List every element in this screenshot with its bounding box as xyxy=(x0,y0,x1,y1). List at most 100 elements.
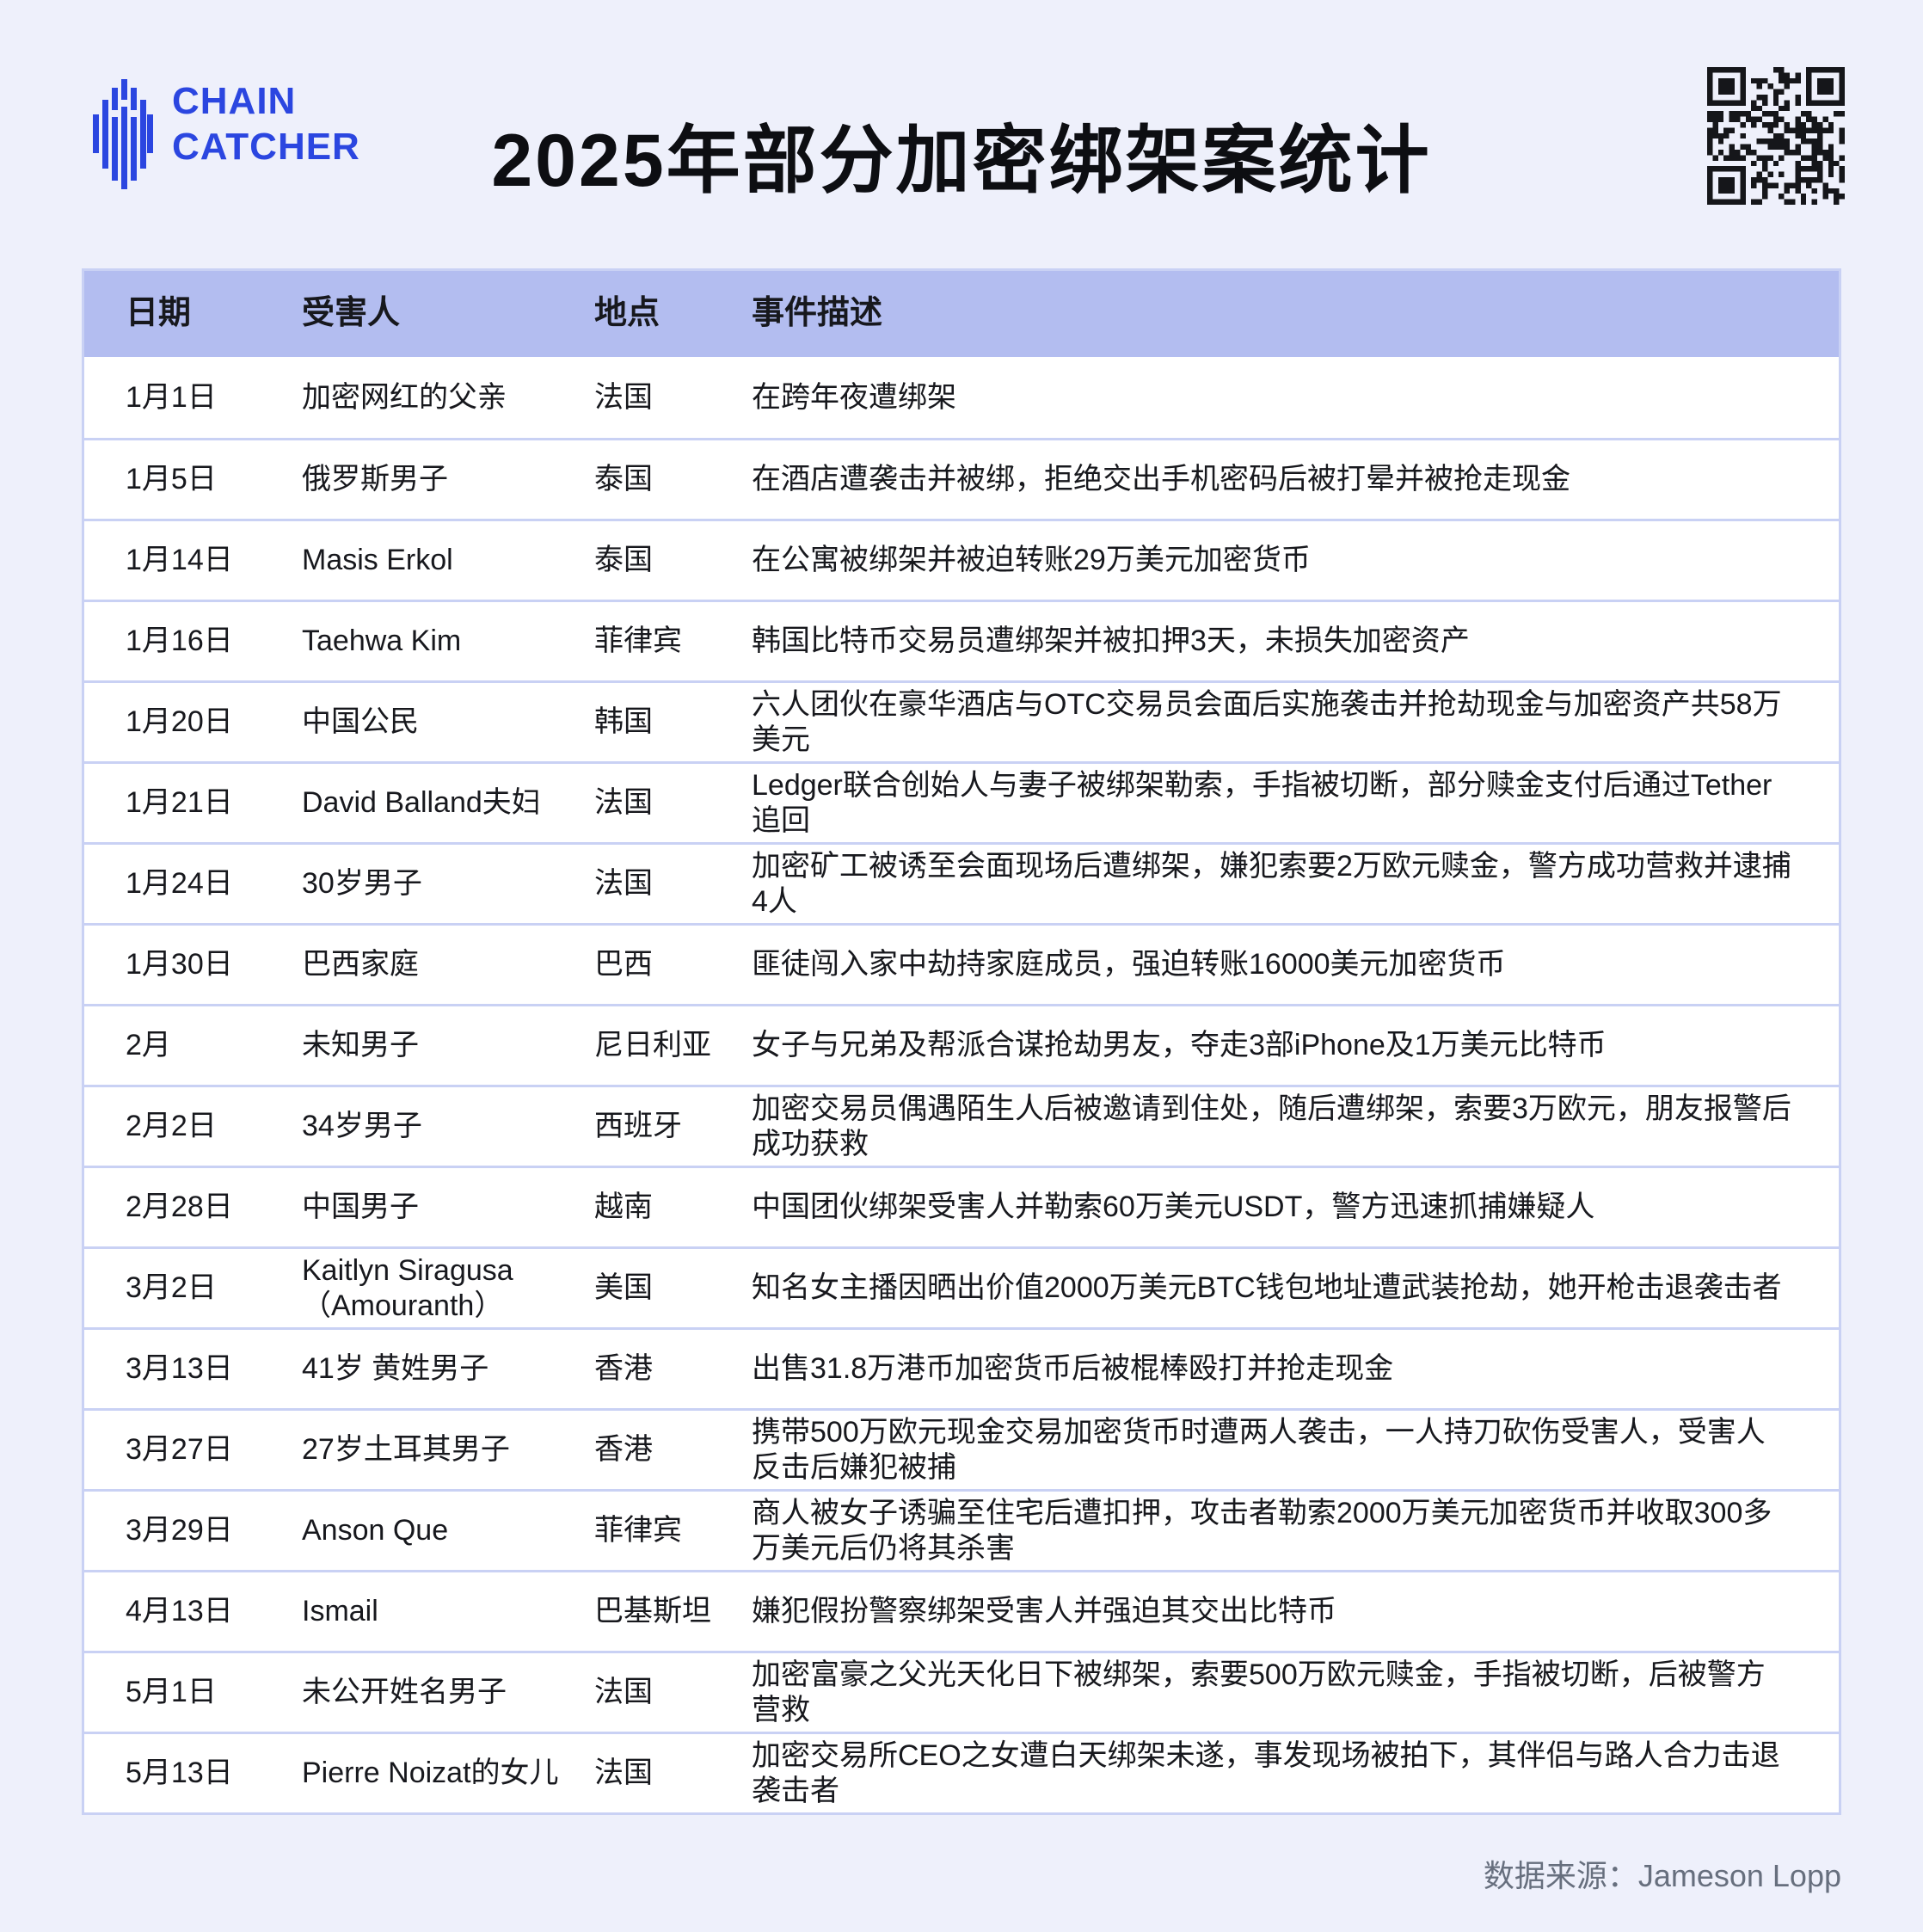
cell-date: 1月30日 xyxy=(126,948,233,981)
cell-victim: Kaitlyn Siragusa （Amouranth） xyxy=(302,1253,513,1322)
cell-date: 2月 xyxy=(126,1029,171,1062)
cell-victim: David Balland夫妇 xyxy=(302,786,541,820)
cell-location: 尼日利亚 xyxy=(594,1029,711,1062)
table-row: 1月24日 30岁男子 法国 加密矿工被诱至会面现场后遭绑架，嫌犯索要2万欧元赎金，警… xyxy=(84,842,1839,923)
cell-location: 法国 xyxy=(594,786,653,820)
cell-location: 法国 xyxy=(594,380,653,414)
cell-victim: Ismail xyxy=(302,1595,378,1628)
cell-location: 越南 xyxy=(594,1191,653,1224)
header-victim: 受害人 xyxy=(302,295,401,332)
cell-date: 5月1日 xyxy=(126,1676,217,1709)
cell-description: 六人团伙在豪华酒店与OTC交易员会面后实施袭击并抢劫现金与加密资产共58万美元 xyxy=(752,687,1782,756)
cell-location: 菲律宾 xyxy=(594,625,682,658)
table-row: 3月27日 27岁土耳其男子 香港 携带500万欧元现金交易加密货币时遭两人袭击，一人… xyxy=(84,1408,1839,1489)
header-description: 事件描述 xyxy=(752,295,883,332)
cell-victim: Taehwa Kim xyxy=(302,625,462,658)
cell-date: 1月16日 xyxy=(126,625,233,658)
cell-location: 巴基斯坦 xyxy=(594,1595,711,1628)
cell-victim: 中国公民 xyxy=(302,705,419,739)
cell-location: 泰国 xyxy=(594,544,653,577)
chaincatcher-logo: CHAIN CATCHER xyxy=(93,76,360,193)
cell-victim: 27岁土耳其男子 xyxy=(302,1433,510,1467)
table-row: 2月2日 34岁男子 西班牙 加密交易员偶遇陌生人后被邀请到住处，随后遭绑架，索要3万… xyxy=(84,1085,1839,1166)
cell-date: 1月1日 xyxy=(126,380,217,414)
chaincatcher-bars-icon xyxy=(93,76,153,193)
logo-line-1: CHAIN xyxy=(172,80,297,122)
cell-description: 出售31.8万港币加密货币后被棍棒殴打并抢走现金 xyxy=(752,1352,1394,1386)
cell-victim: 加密网红的父亲 xyxy=(302,380,507,414)
cell-location: 香港 xyxy=(594,1433,653,1467)
table-row: 5月1日 未公开姓名男子 法国 加密富豪之父光天化日下被绑架，索要500万欧元赎金，手… xyxy=(84,1651,1839,1732)
cell-description: 加密富豪之父光天化日下被绑架，索要500万欧元赎金，手指被切断，后被警方营救 xyxy=(752,1658,1766,1726)
cell-description: 在酒店遭袭击并被绑，拒绝交出手机密码后被打晕并被抢走现金 xyxy=(752,463,1570,496)
header-date: 日期 xyxy=(126,295,192,332)
cell-victim: 巴西家庭 xyxy=(302,948,419,981)
cell-description: 在公寓被绑架并被迫转账29万美元加密货币 xyxy=(752,544,1311,577)
cell-description: 加密交易所CEO之女遭白天绑架未遂，事发现场被拍下，其伴侣与路人合力击退袭击者 xyxy=(752,1738,1780,1807)
table-row: 1月16日 Taehwa Kim 菲律宾 韩国比特币交易员遭绑架并被扣押3天，未损失加… xyxy=(84,600,1839,680)
table-row: 1月5日 俄罗斯男子 泰国 在酒店遭袭击并被绑，拒绝交出手机密码后被打晕并被抢走现金 xyxy=(84,438,1839,519)
table-row: 1月20日 中国公民 韩国 六人团伙在豪华酒店与OTC交易员会面后实施袭击并抢劫现金与… xyxy=(84,680,1839,761)
table-row: 1月21日 David Balland夫妇 法国 Ledger联合创始人与妻子被绑架勒… xyxy=(84,761,1839,842)
table-row: 3月2日 Kaitlyn Siragusa （Amouranth） 美国 知名女主播因… xyxy=(84,1246,1839,1327)
cell-description: 女子与兄弟及帮派合谋抢劫男友，夺走3部iPhone及1万美元比特币 xyxy=(752,1029,1607,1062)
cell-victim: 34岁男子 xyxy=(302,1110,422,1143)
table-row: 5月13日 Pierre Noizat的女儿 法国 加密交易所CEO之女遭白天绑架未遂… xyxy=(84,1732,1839,1812)
table-row: 3月29日 Anson Que 菲律宾 商人被女子诱骗至住宅后遭扣押，攻击者勒索200… xyxy=(84,1489,1839,1570)
cell-description: 在跨年夜遭绑架 xyxy=(752,380,956,414)
cell-victim: Pierre Noizat的女儿 xyxy=(302,1757,559,1790)
logo-wordmark: CHAIN CATCHER xyxy=(172,79,360,170)
cell-victim: Anson Que xyxy=(302,1514,449,1547)
cell-description: 商人被女子诱骗至住宅后遭扣押，攻击者勒索2000万美元加密货币并收取300多万美… xyxy=(752,1496,1772,1565)
table-header-row: 日期 受害人 地点 事件描述 xyxy=(84,271,1839,357)
cell-description: 匪徒闯入家中劫持家庭成员，强迫转账16000美元加密货币 xyxy=(752,948,1506,981)
cell-description: 嫌犯假扮警察绑架受害人并强迫其交出比特币 xyxy=(752,1595,1336,1628)
cell-date: 2月2日 xyxy=(126,1110,217,1143)
cell-date: 1月20日 xyxy=(126,705,233,739)
cell-date: 2月28日 xyxy=(126,1191,233,1224)
cell-location: 美国 xyxy=(594,1271,653,1305)
cell-location: 香港 xyxy=(594,1352,653,1386)
cell-date: 3月27日 xyxy=(126,1433,233,1467)
page-title: 2025年部分加密绑架案统计 xyxy=(491,120,1432,202)
cell-description: 韩国比特币交易员遭绑架并被扣押3天，未损失加密资产 xyxy=(752,625,1470,658)
cell-location: 泰国 xyxy=(594,463,653,496)
cell-victim: 俄罗斯男子 xyxy=(302,463,448,496)
table-row: 2月 未知男子 尼日利亚 女子与兄弟及帮派合谋抢劫男友，夺走3部iPhone及1万美元… xyxy=(84,1004,1839,1085)
cell-location: 韩国 xyxy=(594,705,653,739)
table-row: 2月28日 中国男子 越南 中国团伙绑架受害人并勒索60万美元USDT，警方迅速抓捕嫌… xyxy=(84,1166,1839,1246)
cell-date: 1月21日 xyxy=(126,786,233,820)
logo-line-2: CATCHER xyxy=(172,125,360,168)
cell-description: 加密交易员偶遇陌生人后被邀请到住处，随后遭绑架，索要3万欧元，朋友报警后成功获救 xyxy=(752,1092,1791,1160)
cell-date: 3月2日 xyxy=(126,1271,217,1305)
header-location: 地点 xyxy=(594,295,660,332)
cell-description: 中国团伙绑架受害人并勒索60万美元USDT，警方迅速抓捕嫌疑人 xyxy=(752,1191,1595,1224)
data-source-note: 数据来源：Jameson Lopp xyxy=(1483,1858,1841,1893)
cell-date: 1月24日 xyxy=(126,867,233,901)
cell-victim: 未公开姓名男子 xyxy=(302,1676,507,1709)
cell-date: 1月5日 xyxy=(126,463,217,496)
cell-date: 5月13日 xyxy=(126,1757,233,1790)
cell-victim: 41岁 黄姓男子 xyxy=(302,1352,489,1386)
kidnapping-cases-table: 日期 受害人 地点 事件描述 1月1日 加密网红的父亲 法国 在跨年夜遭绑架 1月5日俄… xyxy=(82,268,1841,1815)
table-row: 1月30日 巴西家庭 巴西 匪徒闯入家中劫持家庭成员，强迫转账16000美元加密货币 xyxy=(84,923,1839,1004)
cell-date: 3月13日 xyxy=(126,1352,233,1386)
table-body: 1月1日 加密网红的父亲 法国 在跨年夜遭绑架 1月5日 俄罗斯男子 泰国 在酒店遭袭击并被绑… xyxy=(84,357,1839,1812)
cell-location: 法国 xyxy=(594,1757,653,1790)
cell-victim: 30岁男子 xyxy=(302,867,422,901)
cell-location: 西班牙 xyxy=(594,1110,682,1143)
cell-date: 4月13日 xyxy=(126,1595,233,1628)
cell-location: 巴西 xyxy=(594,948,653,981)
cell-location: 法国 xyxy=(594,867,653,901)
cell-description: 加密矿工被诱至会面现场后遭绑架，嫌犯索要2万欧元赎金，警方成功营救并逮捕4人 xyxy=(752,849,1791,918)
cell-description: 知名女主播因晒出价值2000万美元BTC钱包地址遭武装抢劫，她开枪击退袭击者 xyxy=(752,1271,1782,1305)
qr-code-icon xyxy=(1707,67,1845,205)
cell-victim: 未知男子 xyxy=(302,1029,419,1062)
table-row: 3月13日 41岁 黄姓男子 香港 出售31.8万港币加密货币后被棍棒殴打并抢走现金 xyxy=(84,1327,1839,1408)
cell-date: 3月29日 xyxy=(126,1514,233,1547)
table-row: 1月1日 加密网红的父亲 法国 在跨年夜遭绑架 xyxy=(84,357,1839,438)
cell-victim: 中国男子 xyxy=(302,1191,419,1224)
cell-description: Ledger联合创始人与妻子被绑架勒索，手指被切断，部分赎金支付后通过Tethe… xyxy=(752,768,1772,837)
cell-location: 法国 xyxy=(594,1676,653,1709)
cell-description: 携带500万欧元现金交易加密货币时遭两人袭击，一人持刀砍伤受害人，受害人反击后嫌… xyxy=(752,1415,1766,1484)
